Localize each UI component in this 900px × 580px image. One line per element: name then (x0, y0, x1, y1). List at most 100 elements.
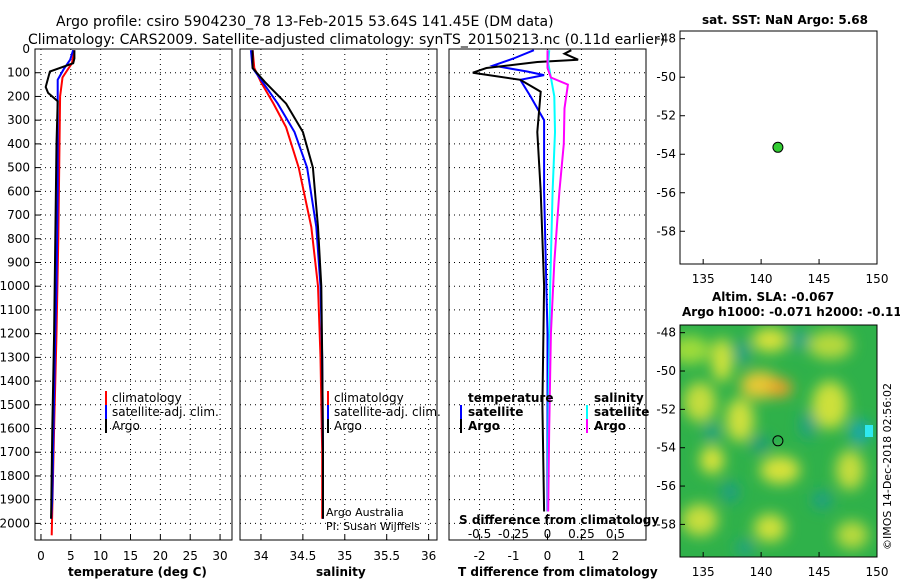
series-argo (44, 50, 76, 519)
salinity-panel: 34 34.5 35 35.5 36 salinity climatology sate… (239, 48, 441, 579)
y-tick-label: 1400 (0, 374, 30, 388)
temperature-xlabel: temperature (deg C) (68, 565, 207, 579)
legend-temperature-heading: temperature (468, 391, 553, 405)
x-tick-label: 35 (337, 549, 352, 563)
map-y-tick-label: -54 (656, 441, 676, 455)
map-x-tick-label: 140 (750, 565, 773, 579)
y-tick-label: 700 (7, 208, 30, 222)
x-tick-label: 0 (37, 549, 45, 563)
title-line-2: Climatology: CARS2009. Satellite-adjuste… (28, 32, 665, 48)
difference-xlabel-t: T difference from climatology (458, 565, 658, 579)
map-x-tick-label: 145 (808, 565, 831, 579)
y-tick-label: 1100 (0, 303, 30, 317)
position-map-title: sat. SST: NaN Argo: 5.68 (702, 13, 868, 27)
difference-panel: -2 -1 0 1 2 -0.5 -0.25 0 0.25 0.5 S difference f… (448, 48, 659, 579)
sla-map-title-2: Argo h1000: -0.071 h2000: -0.11 (682, 305, 900, 319)
y-tick-label: 500 (7, 161, 30, 175)
map-y-tick-label: -52 (656, 402, 676, 416)
position-map: sat. SST: NaN Argo: 5.68 135 140 145 150 -48… (656, 13, 888, 286)
x-tick2-label: 0 (544, 527, 552, 541)
y-tick-label: 400 (7, 137, 30, 151)
series-argo (251, 50, 324, 519)
map-x-tick-label: 150 (866, 272, 889, 286)
legend-satellite-label: satellite-adj. clim. (112, 405, 219, 419)
legend-s-argo-label: Argo (594, 419, 626, 433)
map-y-tick-label: -58 (656, 224, 676, 238)
y-tick-label: 200 (7, 89, 30, 103)
argo-position-marker (772, 141, 784, 153)
temperature-panel: 0 5 10 15 20 25 30 0 100 200 300 400 500 600 700 800 90… (0, 42, 233, 579)
difference-legend-temperature: temperature satellite Argo (460, 391, 553, 433)
y-tick-label: 1900 (0, 493, 30, 507)
y-tick-label: 800 (7, 232, 30, 246)
legend-s-satellite-label: satellite (594, 405, 649, 419)
x-tick-label: 34 (253, 549, 268, 563)
map-x-tick-label: 150 (866, 565, 889, 579)
imos-watermark: ©IMOS 14-Dec-2018 02:56:02 (881, 383, 894, 550)
series-satellite-adj-clim- (50, 49, 75, 519)
difference-xlabel-s: S difference from climatology (459, 513, 659, 527)
map-y-tick-label: -56 (656, 186, 676, 200)
y-tick-label: 1300 (0, 350, 30, 364)
x-tick2-label: 0.25 (568, 527, 595, 541)
x-tick-label: 30 (212, 549, 227, 563)
x-tick-label: 15 (123, 549, 138, 563)
map-y-tick-label: -50 (656, 70, 676, 84)
series-s-satellite (546, 50, 557, 512)
x-tick2-label: -0.25 (498, 527, 529, 541)
y-tick-label: 1200 (0, 327, 30, 341)
map-x-tick-label: 135 (692, 272, 715, 286)
map-y-tick-label: -50 (656, 364, 676, 378)
x-tick-label: 10 (93, 549, 108, 563)
salinity-xlabel: salinity (316, 565, 366, 579)
legend-satellite-label: satellite-adj. clim. (334, 405, 441, 419)
legend-salinity-heading: salinity (594, 391, 644, 405)
sla-map-frame (679, 324, 878, 558)
y-tick-label: 1800 (0, 469, 30, 483)
y-tick-label: 900 (7, 255, 30, 269)
map-y-tick-label: -48 (656, 326, 676, 340)
legend-t-argo-label: Argo (468, 419, 500, 433)
x-tick-label: 20 (153, 549, 168, 563)
sla-field (680, 328, 873, 556)
annotation-argo-australia: Argo Australia (326, 506, 404, 519)
x-tick-label: 2 (612, 549, 620, 563)
map-y-tick-label: -48 (656, 32, 676, 46)
y-tick-label: 1600 (0, 422, 30, 436)
series-t-argo (472, 49, 579, 512)
series-satellite-adj-clim- (249, 50, 324, 519)
y-tick-label: 1500 (0, 398, 30, 412)
argo-position-marker (772, 435, 784, 447)
salinity-legend: climatology satellite-adj. clim. Argo (327, 391, 441, 433)
y-tick-label: 300 (7, 113, 30, 127)
legend-argo-label: Argo (334, 419, 362, 433)
y-tick-label: 100 (7, 66, 30, 80)
x-tick-label: 35.5 (373, 549, 400, 563)
map-y-tick-label: -56 (656, 479, 676, 493)
temperature-legend: climatology satellite-adj. clim. Argo (105, 391, 219, 433)
y-tick-label: 600 (7, 184, 30, 198)
sla-map-title-1: Altim. SLA: -0.067 (712, 290, 834, 304)
x-tick-label: 0 (544, 549, 552, 563)
legend-argo-label: Argo (112, 419, 140, 433)
legend-climatology-label: climatology (334, 391, 404, 405)
sla-map: Altim. SLA: -0.067 Argo h1000: -0.071 h2… (656, 290, 900, 579)
series-s-argo (546, 50, 569, 512)
legend-t-satellite-label: satellite (468, 405, 523, 419)
y-tick-label: 1000 (0, 279, 30, 293)
map-y-tick-label: -52 (656, 109, 676, 123)
x-tick2-label: 0.5 (606, 527, 625, 541)
y-tick-label: 1700 (0, 445, 30, 459)
x-tick-label: -2 (474, 549, 486, 563)
map-y-tick-label: -54 (656, 147, 676, 161)
salinity-axes-frame (239, 48, 438, 541)
map-x-tick-label: 140 (750, 272, 773, 286)
legend-climatology-label: climatology (112, 391, 182, 405)
x-tick-label: -1 (508, 549, 520, 563)
y-tick-label: 2000 (0, 516, 30, 530)
x-tick2-label: -0.5 (468, 527, 491, 541)
title-line-1: Argo profile: csiro 5904230_78 13-Feb-20… (56, 14, 554, 30)
temperature-axes-frame (34, 48, 233, 541)
x-tick-label: 34.5 (290, 549, 317, 563)
